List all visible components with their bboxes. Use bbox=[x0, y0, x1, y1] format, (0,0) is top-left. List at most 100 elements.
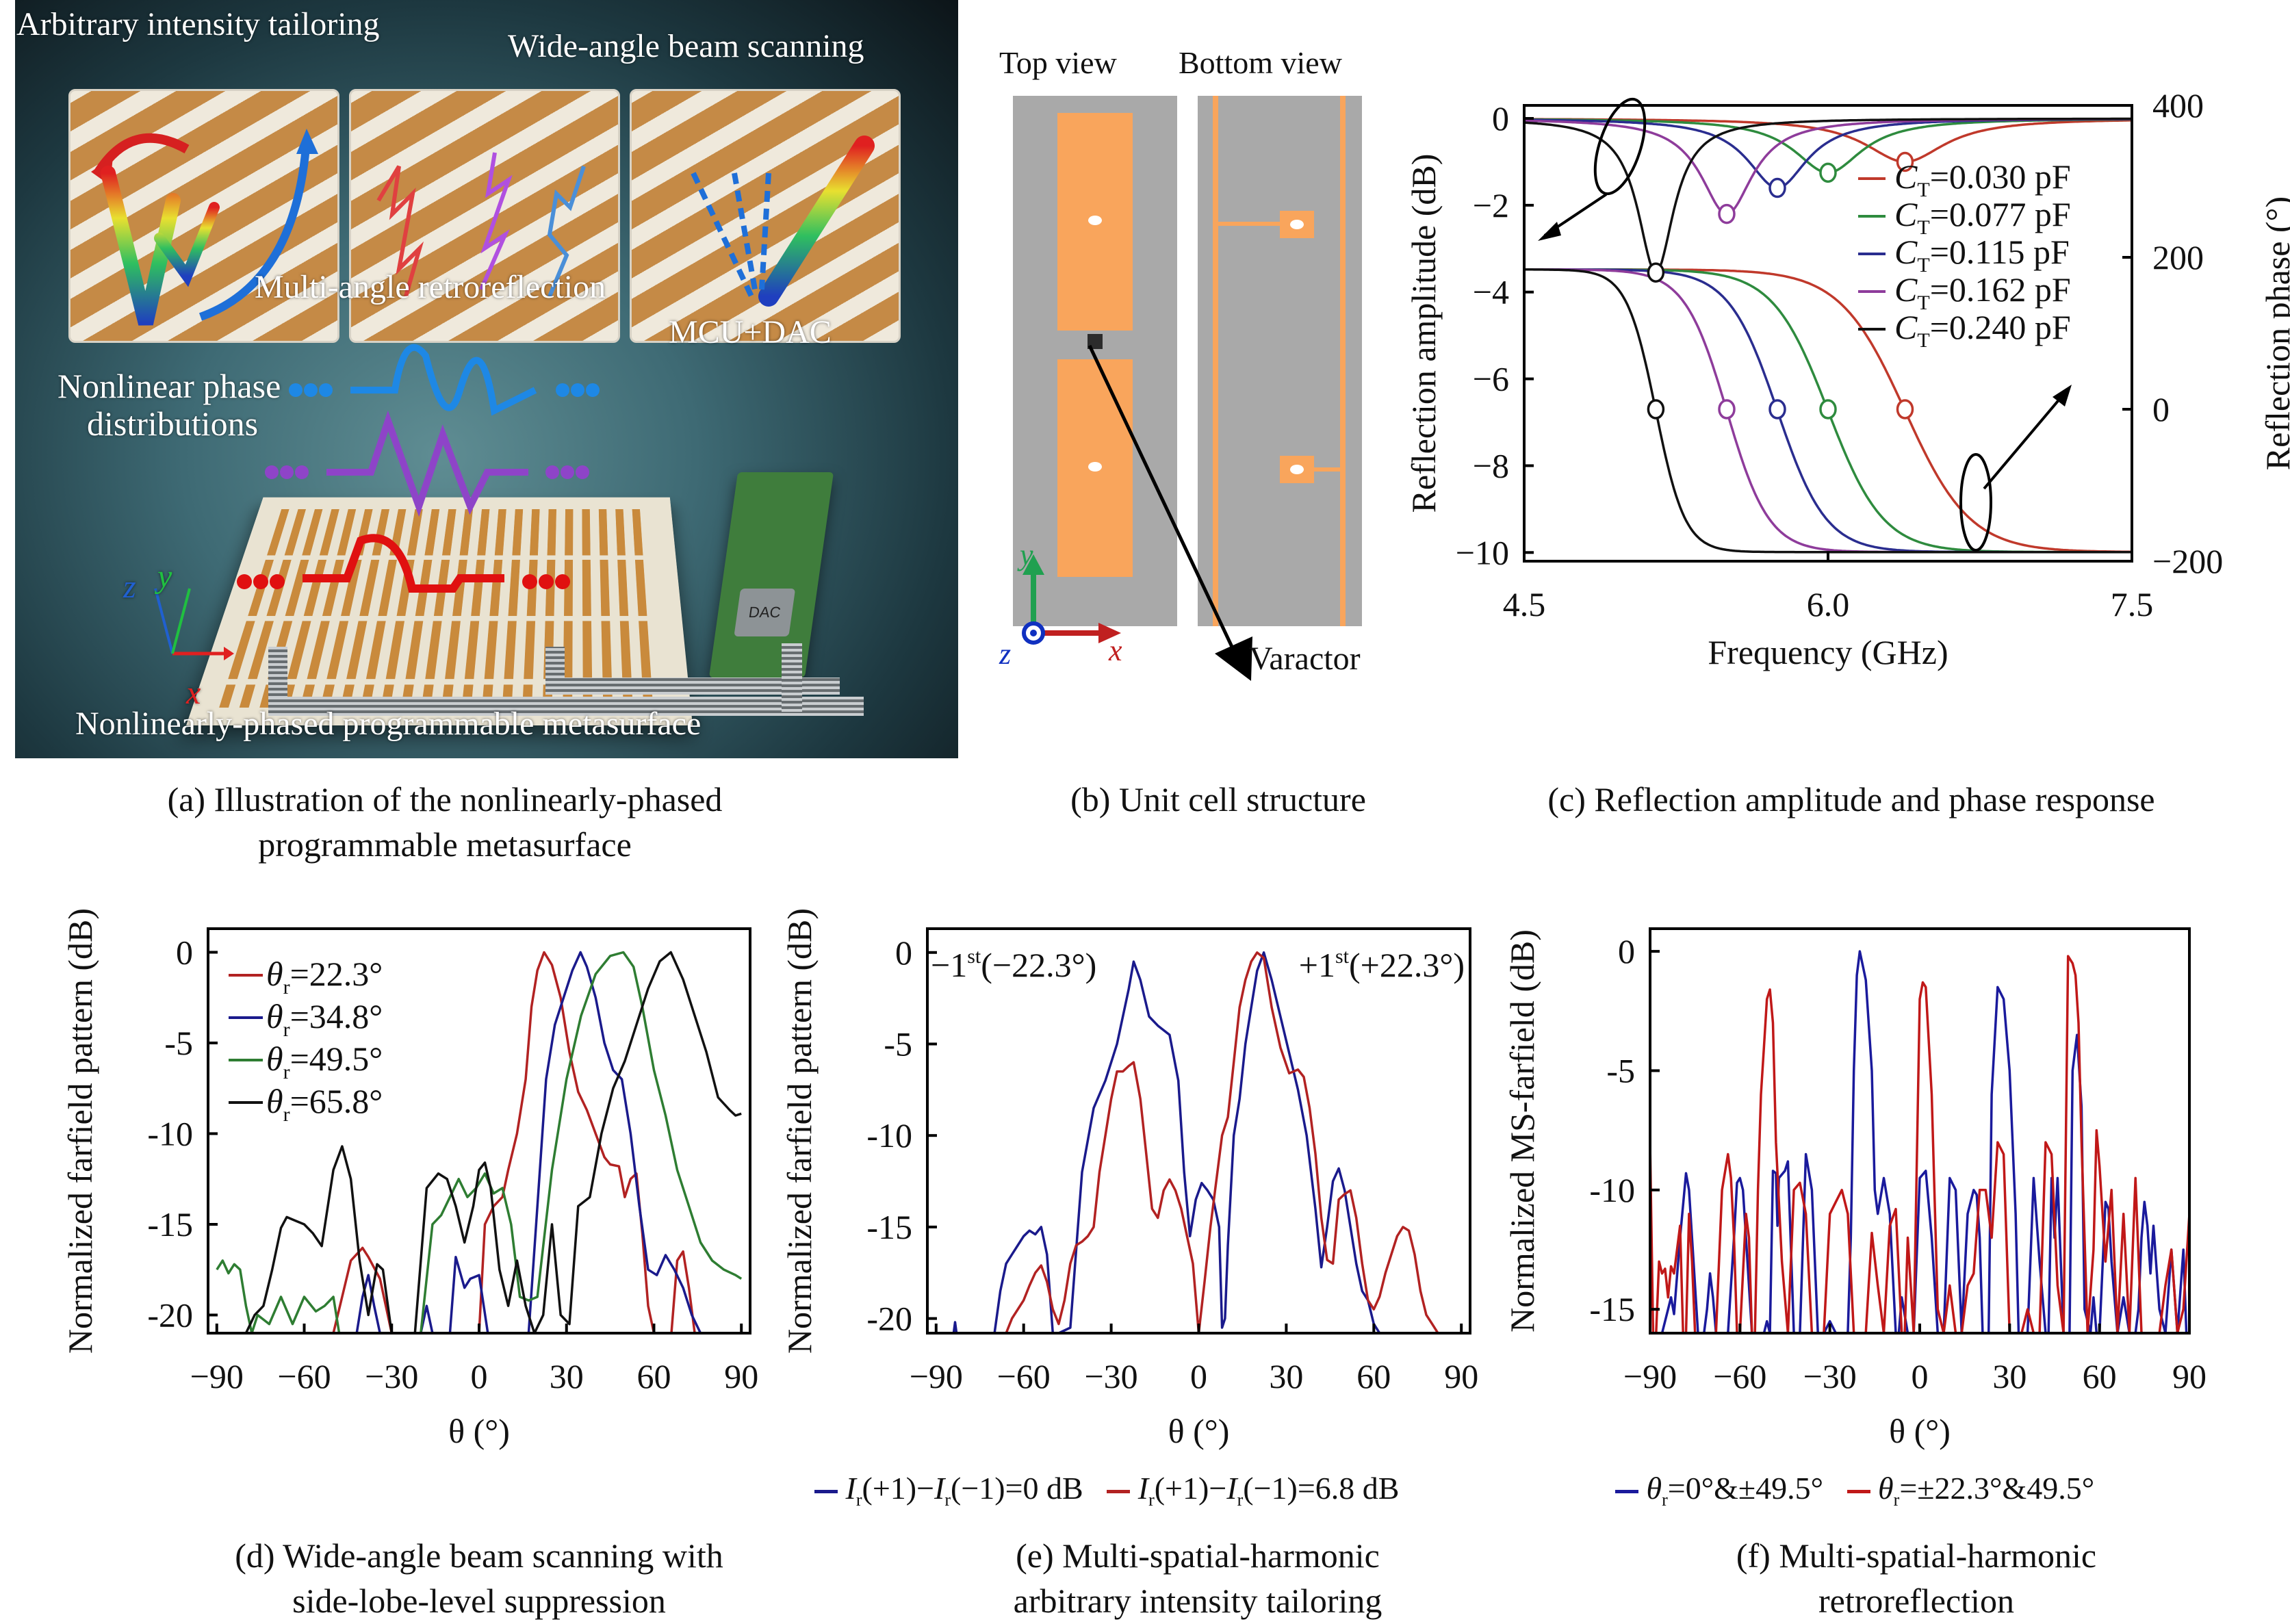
amplitude-line-4 bbox=[1523, 117, 2132, 274]
varactor-label: Varactor bbox=[1249, 641, 1361, 677]
x-tick-label: −30 bbox=[1803, 1357, 1857, 1395]
x-tick-label: 90 bbox=[724, 1357, 758, 1395]
legend-var: I bbox=[845, 1471, 856, 1506]
axis-z-label: z bbox=[999, 637, 1012, 671]
legend-f-item-0: θr=0°&±49.5° bbox=[1615, 1471, 1831, 1510]
y-tick-label: -15 bbox=[1589, 1290, 1635, 1328]
caption-a-line1: (a) Illustration of the nonlinearly-phas… bbox=[167, 780, 723, 819]
chart-e-intensity-tailoring: −90 −60 −30 0 30 60 90 0 -5 -10 -15 -20 θ (°) Normali… bbox=[780, 908, 1478, 1450]
x-tick-label: 0 bbox=[1190, 1357, 1207, 1395]
y-tick-label: -5 bbox=[164, 1024, 193, 1062]
x-tick-label: 6.0 bbox=[1807, 585, 1850, 623]
x-tick-label: 4.5 bbox=[1503, 585, 1546, 623]
legend-text: =0°&±49.5° bbox=[1667, 1471, 1824, 1506]
bottom-view-label: Bottom view bbox=[1179, 45, 1342, 80]
label-wide-angle: Wide-angle beam scanning bbox=[508, 28, 864, 64]
dac-chip: DAC bbox=[734, 589, 796, 636]
axis-x-label: x bbox=[186, 675, 201, 711]
bias-line-left bbox=[1213, 96, 1218, 626]
legend-e: Ir(+1)−Ir(−1)=0 dB Ir(+1)−Ir(−1)=6.8 dB bbox=[814, 1470, 1399, 1510]
legend-swatch bbox=[814, 1489, 838, 1493]
y-tick-label: -15 bbox=[866, 1208, 912, 1246]
legend-e-item-0: Ir(+1)−Ir(−1)=0 dB bbox=[814, 1471, 1091, 1510]
phase-marker-3 bbox=[1718, 399, 1736, 420]
legend-text: =±22.3°&49.5° bbox=[1899, 1471, 2095, 1506]
caption-c: (c) Reflection amplitude and phase respo… bbox=[1547, 780, 2155, 819]
x-tick-label: 0 bbox=[471, 1357, 488, 1395]
ribbon-cable bbox=[268, 697, 864, 716]
via-hole bbox=[1088, 216, 1102, 225]
x-tick-label: 30 bbox=[1269, 1357, 1303, 1395]
phase-waves-icon bbox=[376, 152, 586, 298]
inset-nonlinear-phase bbox=[349, 89, 620, 343]
scanning-beam-icon bbox=[691, 136, 875, 307]
legend-label-3: CT=0.162 pF bbox=[1894, 270, 2071, 314]
inset-beam-scanning bbox=[630, 89, 901, 343]
label-multi-angle: Multi-angle retroreflection bbox=[255, 269, 606, 305]
y-tick-label: 0 bbox=[895, 933, 912, 972]
amplitude-marker-4 bbox=[1647, 262, 1665, 283]
legend-label-4: CT=0.240 pF bbox=[1894, 308, 2071, 352]
legend-label-2: θr=49.5° bbox=[266, 1040, 383, 1083]
caption-e-line1: (e) Multi-spatial-harmonic bbox=[1016, 1536, 1380, 1575]
legend-f-item-1: θr=±22.3°&49.5° bbox=[1847, 1471, 2095, 1510]
phase-marker-2 bbox=[1768, 399, 1786, 420]
amplitude-marker-3 bbox=[1718, 203, 1736, 224]
y-right-tick-label: 0 bbox=[2152, 390, 2170, 428]
legend-sub: r bbox=[944, 1490, 951, 1510]
series-group bbox=[952, 951, 1439, 1333]
x-tick-label: 60 bbox=[636, 1357, 671, 1395]
legend-var: θ bbox=[1878, 1471, 1894, 1506]
y-right-tick-label: 200 bbox=[2152, 238, 2204, 276]
x-tick-label: 90 bbox=[2172, 1357, 2207, 1395]
legend-text: (−1)=0 dB bbox=[951, 1471, 1083, 1506]
bottom-view-cell bbox=[1198, 96, 1362, 626]
legend-swatch bbox=[1615, 1489, 1638, 1493]
legend-swatch bbox=[1847, 1489, 1870, 1493]
phase-distribution-curves bbox=[154, 344, 600, 660]
caption-d: (d) Wide-angle beam scanning with side-l… bbox=[68, 1533, 890, 1623]
bias-stub bbox=[1218, 222, 1280, 226]
chart-c-reflection: 4.5 6.0 7.5 0 −2 −4 −6 −8 −10 400 200 0 −200 Frequenc… bbox=[1404, 86, 2290, 671]
y-tick-label: -20 bbox=[866, 1300, 912, 1338]
caption-f-line1: (f) Multi-spatial-harmonic bbox=[1736, 1536, 2097, 1575]
series-group bbox=[1523, 117, 2133, 554]
bias-stub bbox=[1314, 467, 1341, 472]
legend-sub: r bbox=[1662, 1490, 1668, 1510]
y-right-tick-label: 400 bbox=[2152, 86, 2204, 125]
ribbon-cable bbox=[782, 643, 802, 712]
series-line-0 bbox=[332, 951, 707, 1333]
legend-text: (+1)− bbox=[1154, 1471, 1227, 1506]
y-tick-label: -10 bbox=[1589, 1171, 1635, 1209]
legend-label-1: θr=34.8° bbox=[266, 997, 383, 1041]
label-arbitrary-intensity: Arbitrary intensity tailoring bbox=[16, 6, 380, 42]
legend-sub: r bbox=[855, 1490, 862, 1510]
beam-lobes-icon bbox=[91, 129, 318, 326]
label-metasurface: Nonlinearly-phased programmable metasurf… bbox=[75, 706, 702, 742]
axis-x-label: x bbox=[1109, 634, 1122, 667]
plot-frame bbox=[926, 927, 1471, 1335]
legend-sub: r bbox=[1893, 1490, 1900, 1510]
chart-d-beam-scanning: −90 −60 −30 0 30 60 90 0 -5 -10 -15 -20 θ (°) Normali… bbox=[61, 908, 758, 1450]
x-tick-label: 60 bbox=[2083, 1357, 2117, 1395]
order-annotation-0: −1st(−22.3°) bbox=[931, 945, 1096, 984]
x-axis-label: Frequency (GHz) bbox=[1708, 633, 1948, 671]
y-right-tick-label: −200 bbox=[2152, 542, 2223, 580]
label-nonlinear-phase-1: Nonlinear phase bbox=[57, 367, 281, 405]
y-axis-label: Normalized MS-farfield (dB) bbox=[1503, 929, 1541, 1332]
axis-y-label: y bbox=[157, 558, 172, 595]
x-axis-label: θ (°) bbox=[448, 1412, 510, 1450]
order-annotation-1: +1st(+22.3°) bbox=[1299, 945, 1465, 984]
panel-a-illustration: Arbitrary intensity tailoring Wide-angle… bbox=[15, 0, 958, 758]
annotation-ellipse bbox=[1959, 453, 1992, 552]
caption-f-line2: retroreflection bbox=[1818, 1582, 2014, 1620]
y-tick-label: −2 bbox=[1473, 186, 1509, 224]
amplitude-marker-1 bbox=[1819, 162, 1837, 183]
legend-e-item-1: Ir(+1)−Ir(−1)=6.8 dB bbox=[1107, 1471, 1399, 1510]
y-tick-label: 0 bbox=[1492, 99, 1509, 138]
x-tick-label: −90 bbox=[1623, 1357, 1677, 1395]
y-right-axis-label: Reflection phase (°) bbox=[2259, 196, 2290, 470]
x-tick-label: 7.5 bbox=[2111, 585, 2154, 623]
caption-b: (b) Unit cell structure bbox=[1070, 780, 1366, 819]
series-group bbox=[216, 951, 743, 1333]
